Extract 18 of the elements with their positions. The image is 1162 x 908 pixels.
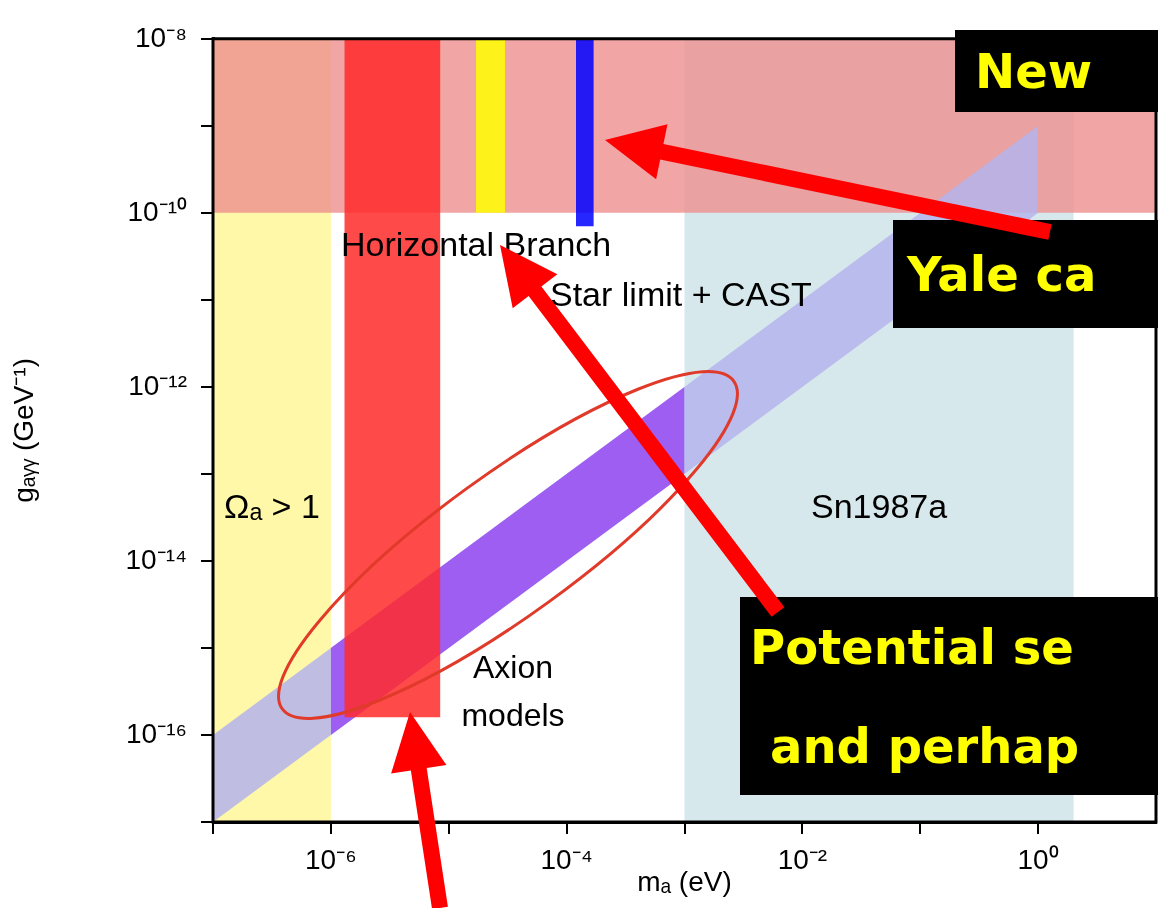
y-tick-label: 10⁻¹⁶	[126, 717, 187, 749]
band-label: Ωₐ > 1	[224, 487, 320, 526]
x-axis-title: mₐ (eV)	[637, 865, 732, 897]
y-tick-label: 10⁻¹⁴	[125, 543, 187, 575]
annotation: Yale ca	[907, 245, 1097, 304]
y-axis-title: gₐᵧᵧ (GeV⁻¹)	[7, 358, 39, 503]
annotation: New	[975, 42, 1093, 101]
band-label: Sn1987a	[810, 487, 948, 526]
y-tick-label: 10⁻¹²	[128, 369, 187, 401]
x-tick-label: 10⁰	[1017, 843, 1059, 875]
annotation: Potential se	[750, 618, 1074, 677]
x-tick-label: 10⁻²	[777, 843, 828, 875]
annotation: Axion models	[460, 648, 566, 735]
y-tick-label: 10⁻⁸	[135, 21, 187, 53]
x-tick-label: 10⁻⁶	[305, 843, 357, 875]
x-tick-label: 10⁻⁴	[540, 843, 593, 875]
y-tick-label: 10⁻¹⁰	[127, 195, 187, 227]
annotation: and perhap	[770, 717, 1080, 776]
